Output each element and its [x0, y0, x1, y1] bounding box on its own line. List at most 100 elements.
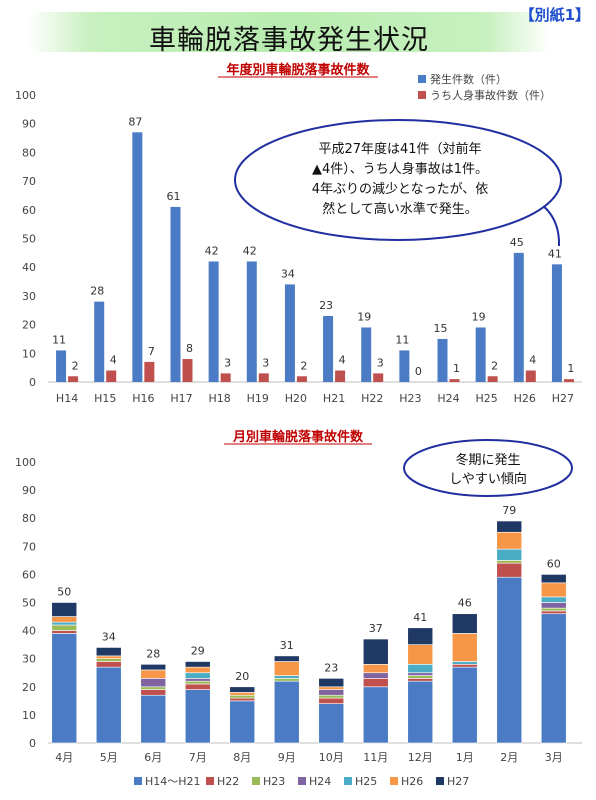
x-tick-label: 3月: [545, 751, 563, 764]
bar-total: [94, 301, 105, 382]
bar-injury: [182, 359, 193, 382]
bar-segment: [362, 678, 389, 688]
y-tick-label: 0: [29, 376, 36, 389]
bar-injury: [296, 376, 307, 382]
x-tick-label: 12月: [408, 751, 433, 764]
callout-text-line: 然として高い水準で発生。: [322, 201, 478, 217]
x-tick-label: H23: [399, 392, 421, 405]
x-tick-label: 8月: [233, 751, 251, 764]
bar-segment: [318, 686, 345, 690]
x-tick-label: H21: [323, 392, 345, 405]
bar-segment: [273, 655, 300, 662]
x-tick-label: H15: [94, 392, 116, 405]
bar-segment: [451, 666, 478, 744]
legend-label: H23: [263, 775, 285, 788]
x-tick-label: 7月: [189, 751, 207, 764]
x-tick-label: H19: [247, 392, 269, 405]
bar-segment: [184, 661, 211, 668]
x-tick-label: 6月: [144, 751, 162, 764]
x-tick-label: 4月: [55, 751, 73, 764]
y-tick-label: 90: [22, 118, 36, 131]
callout-text-line: ▲4件）、うち人身事故は1件。: [312, 161, 488, 177]
bar-segment: [540, 602, 567, 609]
bar-segment: [140, 678, 167, 688]
total-label: 31: [280, 639, 294, 652]
bar-segment: [407, 675, 434, 679]
data-label: 4: [110, 354, 117, 367]
bar-injury: [335, 370, 346, 382]
bar-segment: [95, 666, 122, 744]
total-label: 20: [235, 670, 249, 683]
callout-text-line: 冬期に発生: [455, 452, 520, 468]
bar-segment: [95, 661, 122, 668]
bar-segment: [496, 531, 523, 550]
bar-segment: [407, 664, 434, 674]
legend-swatch: [134, 777, 142, 785]
bar-total: [323, 315, 334, 382]
bar-segment: [407, 672, 434, 676]
bar-segment: [407, 627, 434, 645]
bar-segment: [540, 610, 567, 615]
x-tick-label: H27: [552, 392, 574, 405]
bar-segment: [407, 678, 434, 682]
bar-segment: [51, 621, 78, 626]
callout-bubble: [234, 119, 562, 241]
total-label: 79: [502, 504, 516, 517]
bar-segment: [451, 664, 478, 668]
bar-total: [475, 327, 486, 382]
bar-segment: [51, 630, 78, 634]
data-label: 4: [339, 354, 346, 367]
y-tick-label: 60: [22, 568, 36, 581]
title-banner: 車輪脱落事故発生状況: [28, 12, 550, 56]
bar-segment: [451, 661, 478, 665]
bar-total: [551, 264, 562, 382]
bar-segment: [362, 672, 389, 679]
bar-segment: [51, 616, 78, 623]
bar-segment: [362, 664, 389, 674]
legend-label: H25: [355, 775, 377, 788]
bar-segment: [496, 576, 523, 744]
data-label: 8: [186, 342, 193, 355]
bar-segment: [229, 700, 256, 744]
total-label: 50: [57, 586, 71, 599]
bar-segment: [407, 644, 434, 665]
bar-injury: [220, 373, 231, 382]
y-tick-label: 50: [22, 597, 36, 610]
bar-segment: [362, 638, 389, 665]
bar-total: [361, 327, 372, 382]
bar-segment: [451, 613, 478, 634]
x-tick-label: H24: [437, 392, 459, 405]
bar-segment: [362, 686, 389, 744]
total-label: 60: [547, 557, 561, 570]
data-label: 1: [567, 362, 574, 375]
data-label: 0: [415, 365, 422, 378]
data-label: 7: [148, 345, 155, 358]
x-tick-label: H18: [209, 392, 231, 405]
bar-segment: [496, 562, 523, 578]
data-label: 28: [90, 285, 104, 298]
bar-segment: [184, 666, 211, 674]
bar-injury: [106, 370, 117, 382]
bar-segment: [407, 680, 434, 744]
bar-total: [513, 252, 524, 382]
bar-segment: [540, 613, 567, 744]
data-label: 23: [319, 299, 333, 312]
data-label: 1: [453, 362, 460, 375]
bar-total: [56, 350, 67, 382]
bar-segment: [229, 694, 256, 699]
y-tick-label: 30: [22, 290, 36, 303]
bar-injury: [144, 361, 155, 382]
bar-segment: [318, 694, 345, 699]
y-tick-label: 30: [22, 653, 36, 666]
monthly-chart-title: 月別車輪脱落事故件数: [232, 429, 364, 445]
bar-segment: [496, 520, 523, 533]
bar-segment: [184, 683, 211, 690]
bar-total: [437, 338, 448, 382]
bar-injury: [525, 370, 536, 382]
y-tick-label: 70: [22, 540, 36, 553]
total-label: 46: [458, 597, 472, 610]
x-tick-label: H20: [285, 392, 307, 405]
bar-segment: [95, 647, 122, 657]
bar-injury: [449, 379, 460, 382]
y-tick-label: 100: [15, 89, 36, 102]
